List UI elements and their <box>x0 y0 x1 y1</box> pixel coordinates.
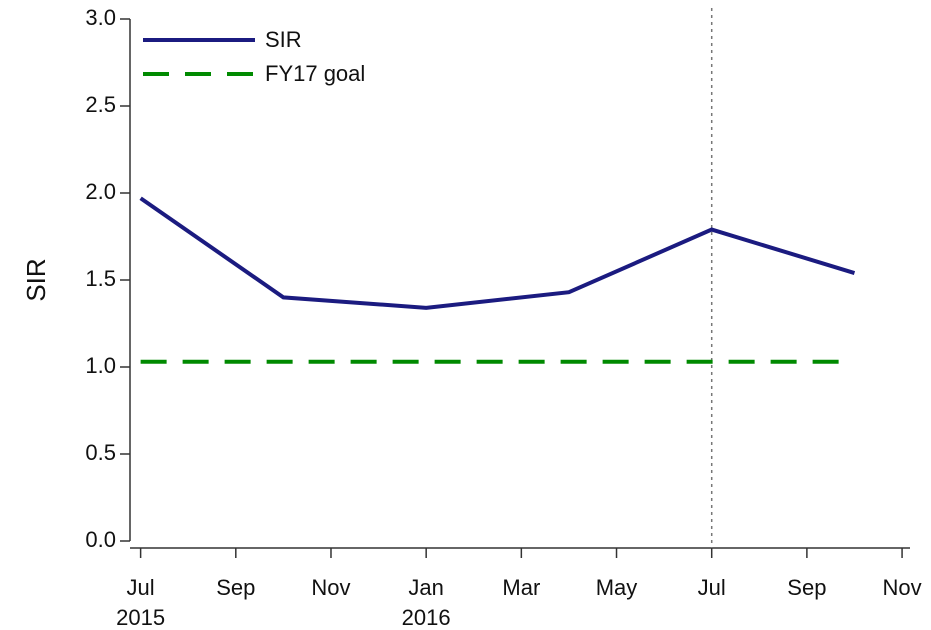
y-tick-label: 0.0 <box>85 527 116 552</box>
legend-label: SIR <box>265 27 302 52</box>
y-tick-label: 3.0 <box>85 5 116 30</box>
x-tick-label: Sep <box>216 575 256 600</box>
x-tick-label: Sep <box>787 575 827 600</box>
y-tick-label: 2.0 <box>85 179 116 204</box>
y-tick-label: 1.0 <box>85 353 116 378</box>
x-tick-label: Nov <box>882 575 922 600</box>
y-tick-label: 0.5 <box>85 440 116 465</box>
legend-label: FY17 goal <box>265 61 365 86</box>
x-tick-label: Jul <box>697 575 726 600</box>
y-tick-label: 1.5 <box>85 266 116 291</box>
series-line <box>139 196 856 310</box>
x-tick-label: May <box>595 575 638 600</box>
y-tick-label: 2.5 <box>85 92 116 117</box>
x-tick-label: Jul 2015 <box>116 575 166 630</box>
x-tick-label: Mar <box>502 575 541 600</box>
x-tick-label: Nov <box>311 575 351 600</box>
x-tick-label: Jan 2016 <box>401 575 451 630</box>
y-axis-label: SIR <box>21 258 51 301</box>
